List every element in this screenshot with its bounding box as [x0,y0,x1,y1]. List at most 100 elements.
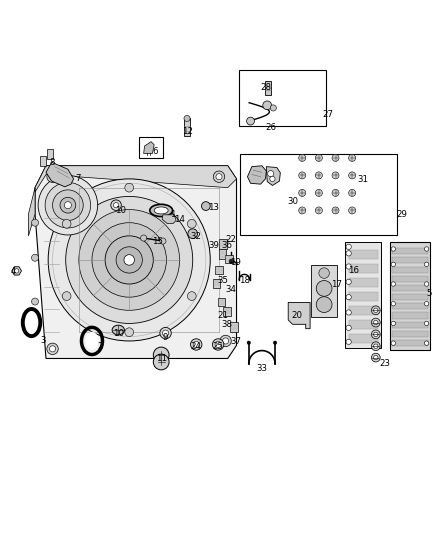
Polygon shape [35,166,237,192]
Circle shape [270,105,276,111]
Circle shape [160,327,171,339]
Circle shape [32,254,39,261]
Text: 4: 4 [11,267,16,276]
Text: 34: 34 [226,285,237,294]
Circle shape [116,247,142,273]
Circle shape [299,207,306,214]
Polygon shape [266,167,280,185]
Circle shape [424,302,429,306]
Bar [392,312,428,319]
Circle shape [184,115,190,122]
Text: 21: 21 [217,311,228,320]
Circle shape [319,268,329,278]
Circle shape [48,179,210,341]
Circle shape [79,209,180,310]
Circle shape [191,339,202,350]
Text: 8: 8 [49,158,54,167]
Circle shape [220,335,231,346]
Circle shape [62,292,71,301]
Circle shape [49,346,56,352]
Bar [349,278,378,287]
Circle shape [346,251,351,256]
Circle shape [32,298,39,305]
Circle shape [62,220,71,228]
Circle shape [374,320,378,325]
Text: 10: 10 [115,206,126,215]
Circle shape [92,223,166,297]
Circle shape [141,235,147,241]
Bar [392,294,428,300]
Circle shape [346,339,351,344]
Circle shape [299,172,306,179]
Circle shape [371,318,380,327]
Circle shape [346,325,351,330]
Circle shape [66,197,193,324]
Circle shape [49,174,56,180]
Bar [311,265,337,317]
Bar [392,266,428,273]
Circle shape [187,220,196,228]
Circle shape [332,207,339,214]
Ellipse shape [27,313,36,332]
Circle shape [346,279,351,285]
Circle shape [273,341,277,344]
Circle shape [424,247,429,251]
Circle shape [188,229,198,238]
Bar [392,257,428,263]
Polygon shape [12,266,21,275]
Circle shape [247,341,251,344]
Circle shape [105,236,153,284]
Circle shape [125,328,134,336]
Bar [230,322,238,332]
Bar [392,248,428,254]
Circle shape [391,321,396,326]
Text: 10: 10 [113,328,124,337]
Bar [215,265,223,274]
Circle shape [391,282,396,286]
Bar [225,255,233,263]
Text: 26: 26 [265,123,276,132]
Circle shape [374,332,378,336]
Circle shape [201,201,210,211]
Circle shape [391,247,396,251]
Circle shape [371,330,380,339]
Text: 6: 6 [153,147,158,156]
Circle shape [346,310,351,315]
Bar [239,70,326,126]
Text: 14: 14 [174,215,185,224]
Text: 37: 37 [230,337,241,346]
Circle shape [349,155,356,161]
Bar [392,303,428,310]
Text: 3: 3 [40,336,46,345]
Circle shape [371,353,380,362]
Ellipse shape [150,204,173,216]
Circle shape [14,269,19,273]
Circle shape [229,259,233,263]
Circle shape [124,255,134,265]
Bar [139,137,163,158]
Bar [219,239,227,248]
Circle shape [315,189,322,197]
Text: 16: 16 [348,265,360,274]
Text: 29: 29 [397,211,407,219]
Bar [392,340,428,346]
Circle shape [391,341,396,345]
Bar [392,276,428,282]
Circle shape [346,295,351,300]
Circle shape [391,262,396,266]
Circle shape [213,171,225,182]
Circle shape [270,176,275,182]
Polygon shape [28,188,35,236]
Bar [392,285,428,291]
Ellipse shape [154,207,168,214]
Circle shape [160,238,166,244]
Text: 33: 33 [256,364,268,373]
Circle shape [391,302,396,306]
Circle shape [263,101,272,110]
Text: 17: 17 [331,280,342,289]
Circle shape [215,342,221,348]
Bar [213,279,220,287]
Ellipse shape [112,325,124,335]
Circle shape [223,338,229,344]
Bar [184,118,190,136]
